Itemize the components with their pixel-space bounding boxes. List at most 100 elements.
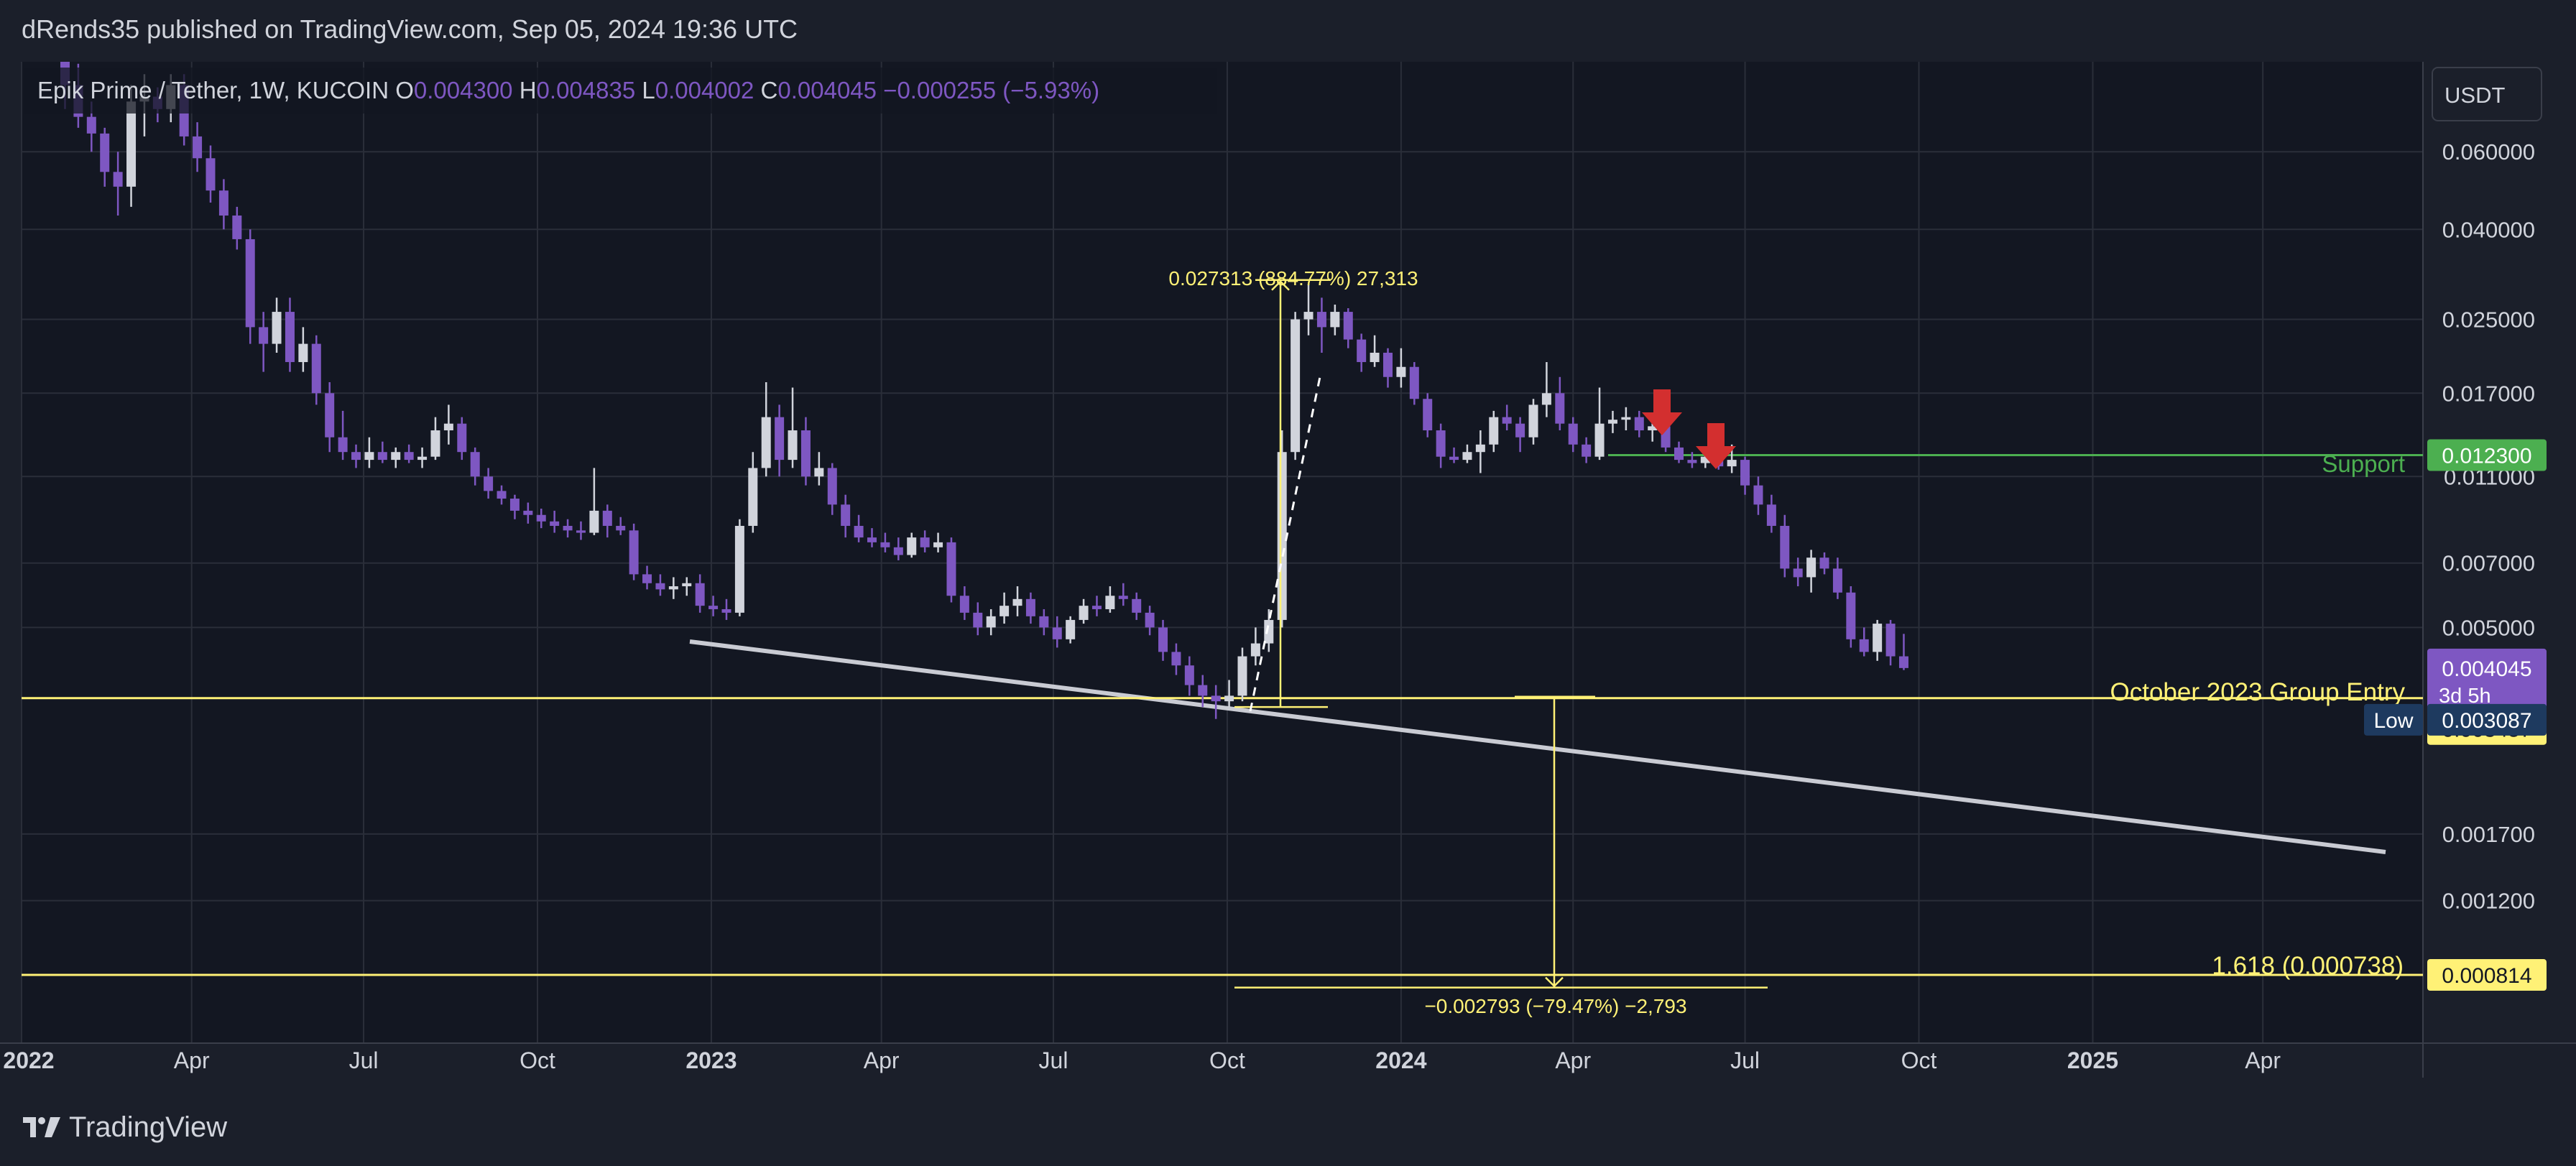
- candle-body: [325, 393, 335, 438]
- candle-body: [364, 452, 374, 461]
- candle-body: [1118, 596, 1128, 599]
- trendline[interactable]: [689, 639, 2386, 854]
- down-arrow-icon[interactable]: [1642, 389, 1682, 435]
- candle-body: [827, 468, 837, 505]
- y-tick-label: 0.007000: [2442, 551, 2535, 576]
- candle: [1502, 404, 1512, 431]
- candle: [629, 523, 639, 580]
- candle-body: [391, 452, 401, 461]
- candle-body: [1224, 695, 1234, 702]
- fib-price-badge-text: 0.000814: [2442, 964, 2531, 988]
- candle-body: [959, 596, 969, 613]
- candle-body: [1039, 616, 1049, 628]
- candle: [748, 452, 758, 533]
- candle-body: [1582, 444, 1592, 457]
- candle: [311, 335, 321, 405]
- candle-body: [800, 430, 811, 477]
- candle-body: [642, 574, 652, 583]
- candle: [232, 206, 242, 250]
- candle: [364, 437, 374, 468]
- currency-selector[interactable]: USDT: [2432, 67, 2542, 121]
- candle: [1039, 609, 1049, 636]
- candle-body: [1780, 525, 1790, 569]
- candle: [827, 463, 837, 515]
- candle-body: [1449, 456, 1459, 461]
- candle: [867, 528, 877, 547]
- grid: [21, 62, 2423, 1043]
- candle: [1582, 437, 1592, 463]
- candle: [576, 521, 586, 540]
- candle: [933, 532, 943, 552]
- candle: [550, 510, 560, 533]
- candle: [1475, 430, 1485, 473]
- candle: [761, 382, 771, 477]
- candle: [536, 509, 546, 529]
- candle: [1568, 417, 1578, 453]
- candle-body: [1330, 312, 1340, 328]
- header-bar: dRends35 published on TradingView.com, S…: [0, 0, 2576, 62]
- x-tick-label: Jul: [1039, 1047, 1068, 1073]
- candle: [1806, 550, 1816, 593]
- symbol-legend[interactable]: Epik Prime / Tether, 1W, KUCOIN O0.00430…: [24, 68, 1217, 114]
- last-price-badge: 0.004045 3d 5h: [2427, 648, 2547, 713]
- tradingview-logo[interactable]: TradingView: [22, 1109, 227, 1145]
- candle-body: [682, 583, 692, 587]
- x-tick-label: 2025: [2067, 1047, 2118, 1073]
- legend-symbol: Epik Prime / Tether, 1W, KUCOIN: [37, 77, 395, 103]
- candle: [589, 468, 599, 535]
- down-arrow-icon[interactable]: [1696, 423, 1736, 469]
- legend-bg: [24, 68, 1217, 114]
- candle: [841, 494, 851, 538]
- candle-body: [1541, 393, 1551, 405]
- candle: [1885, 619, 1896, 666]
- candle-body: [880, 542, 890, 547]
- candle-body: [1740, 460, 1750, 486]
- candle: [814, 452, 824, 486]
- candle-body: [1291, 319, 1301, 453]
- candle-body: [907, 537, 917, 555]
- price-chart[interactable]: 0.0600000.0400000.0250000.0170000.011000…: [0, 0, 2576, 1078]
- candle-body: [1674, 447, 1684, 461]
- low-label-badge-text: Low: [2373, 709, 2413, 733]
- candle: [1462, 444, 1472, 463]
- y-tick-label: 0.017000: [2442, 381, 2535, 406]
- candle-body: [1819, 557, 1829, 569]
- candle-body: [1607, 420, 1617, 424]
- currency-label: USDT: [2445, 83, 2505, 108]
- candle: [1594, 387, 1605, 461]
- candle-body: [629, 530, 639, 575]
- candle: [1224, 680, 1234, 708]
- candle: [1343, 307, 1353, 348]
- candle-body: [1000, 606, 1010, 616]
- candle-body: [285, 312, 295, 362]
- candle: [708, 596, 719, 616]
- support-label: Support: [2322, 450, 2405, 477]
- tradingview-logo-icon: [23, 1117, 60, 1137]
- drop-arrow-head: [1545, 976, 1564, 988]
- candle-body: [497, 491, 507, 499]
- y-tick-label: 0.040000: [2442, 217, 2535, 242]
- candle: [1171, 643, 1181, 675]
- y-tick-label: 0.060000: [2442, 139, 2535, 165]
- candle: [1793, 557, 1803, 587]
- fib-price-badge-bg: [2427, 959, 2547, 991]
- candle-body: [113, 172, 123, 187]
- candle: [1316, 297, 1326, 353]
- x-axis: 2022 Apr Jul Oct 2023 Apr Jul Oct 2024 Apr Jul Oct 2…: [3, 1047, 2281, 1073]
- candle: [100, 127, 110, 187]
- candle: [113, 152, 123, 216]
- candle-body: [509, 499, 520, 511]
- candle: [695, 574, 705, 613]
- drop-label: −0.002793 (−79.47%) −2,793: [1424, 995, 1686, 1017]
- candle-body: [1687, 460, 1697, 463]
- low-label-badge: Low: [2364, 703, 2423, 736]
- legend-low-label: L: [642, 77, 655, 103]
- x-tick-label: 2023: [685, 1047, 737, 1073]
- candle: [800, 417, 811, 486]
- red-arrow-shape: [1642, 389, 1682, 435]
- bar-countdown: 3d 5h: [2439, 685, 2491, 708]
- x-tick-label: Apr: [2245, 1047, 2281, 1073]
- candle-body: [338, 437, 348, 453]
- candle: [1211, 685, 1221, 719]
- x-tick-label: Apr: [1555, 1047, 1591, 1073]
